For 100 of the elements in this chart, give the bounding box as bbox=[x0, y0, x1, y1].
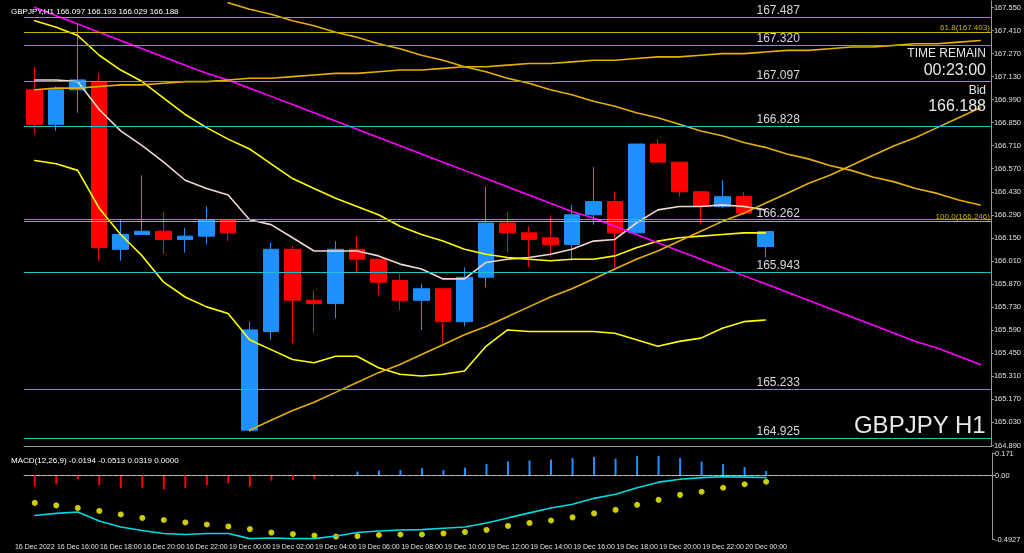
candlestick bbox=[134, 174, 150, 236]
ref-line-label: 166.828 bbox=[756, 111, 801, 126]
annotation: 166.188 bbox=[928, 96, 987, 114]
point bbox=[53, 502, 60, 509]
bar bbox=[399, 470, 402, 476]
candlestick bbox=[521, 225, 537, 268]
candlestick bbox=[327, 240, 344, 319]
candlestick bbox=[671, 161, 688, 198]
point bbox=[160, 516, 167, 523]
candlestick bbox=[370, 258, 387, 296]
annotation: 00:23:00 bbox=[923, 60, 987, 78]
point bbox=[203, 521, 210, 528]
point bbox=[74, 504, 81, 511]
point bbox=[246, 526, 253, 533]
point bbox=[483, 526, 490, 533]
ref-line-label: 167.320 bbox=[756, 31, 801, 46]
bar bbox=[205, 475, 208, 486]
ref-line-label: 61.8(167.403) bbox=[940, 22, 991, 32]
bar bbox=[679, 458, 682, 476]
bar bbox=[528, 460, 531, 476]
candlestick bbox=[628, 143, 645, 234]
point bbox=[117, 511, 124, 518]
point bbox=[548, 517, 555, 524]
point bbox=[569, 514, 576, 521]
candlestick bbox=[757, 230, 774, 259]
candlestick bbox=[435, 288, 451, 344]
bar bbox=[657, 455, 660, 476]
candlestick bbox=[284, 245, 301, 344]
point bbox=[31, 499, 38, 506]
bar bbox=[33, 475, 36, 487]
ref-line-label: 167.097 bbox=[756, 67, 801, 82]
point bbox=[698, 488, 705, 495]
bar bbox=[636, 455, 639, 476]
point bbox=[96, 507, 103, 514]
bar bbox=[463, 467, 466, 476]
candlestick bbox=[155, 210, 172, 255]
annotation: TIME REMAIN bbox=[907, 46, 986, 60]
bar bbox=[119, 475, 122, 489]
ref-line-label: 166.262 bbox=[756, 205, 801, 220]
point bbox=[461, 529, 468, 536]
bar bbox=[507, 461, 509, 476]
bar bbox=[743, 467, 746, 476]
candlestick bbox=[585, 166, 602, 226]
point bbox=[720, 484, 727, 491]
point bbox=[526, 519, 533, 526]
candlestick bbox=[263, 242, 279, 341]
bar bbox=[420, 468, 423, 476]
candlestick bbox=[456, 266, 473, 328]
bar bbox=[485, 464, 488, 476]
bar bbox=[248, 475, 251, 487]
candlestick bbox=[112, 219, 129, 262]
candlestick bbox=[478, 186, 494, 288]
candlestick bbox=[499, 210, 516, 254]
point bbox=[440, 530, 447, 537]
point bbox=[741, 481, 748, 488]
candlestick bbox=[392, 273, 408, 311]
candlestick bbox=[220, 219, 236, 242]
point bbox=[139, 514, 146, 521]
ref-line-label: 100.0(166.246) bbox=[935, 211, 991, 221]
bar bbox=[184, 475, 187, 489]
annotation: Bid bbox=[968, 83, 986, 97]
point bbox=[634, 501, 641, 508]
point bbox=[397, 531, 404, 538]
point bbox=[655, 496, 662, 503]
point bbox=[763, 478, 770, 485]
bar bbox=[593, 457, 596, 476]
candlestick bbox=[650, 138, 666, 163]
bar bbox=[571, 458, 574, 476]
point bbox=[225, 523, 232, 530]
candlestick bbox=[564, 204, 580, 262]
candlestick bbox=[91, 72, 107, 262]
bar bbox=[550, 459, 553, 476]
bar bbox=[291, 475, 294, 481]
bar bbox=[141, 475, 144, 489]
bar bbox=[227, 475, 230, 484]
bar bbox=[442, 470, 445, 476]
point bbox=[375, 532, 382, 539]
candlestick bbox=[48, 86, 64, 132]
point bbox=[289, 531, 296, 538]
candlestick bbox=[26, 66, 43, 135]
candlestick bbox=[413, 283, 430, 331]
candlestick bbox=[177, 227, 193, 254]
point bbox=[418, 531, 425, 538]
bar bbox=[700, 461, 703, 476]
ref-line-label: 167.487 bbox=[756, 3, 801, 18]
bar bbox=[722, 464, 725, 476]
candlestick bbox=[241, 321, 258, 433]
candlestick bbox=[306, 289, 322, 334]
bar bbox=[614, 458, 617, 476]
bar bbox=[98, 475, 101, 486]
point bbox=[182, 519, 189, 526]
point bbox=[268, 529, 275, 536]
bar bbox=[765, 471, 768, 476]
ref-line-label: 165.943 bbox=[756, 258, 801, 273]
ref-line-label: 165.233 bbox=[756, 375, 801, 390]
chart-title: MACD(12,26,9) -0.0194 -0.0513 0.0319 0.0000 bbox=[11, 455, 180, 465]
annotation: GBPJPY H1 bbox=[853, 410, 986, 438]
candlestick bbox=[542, 215, 559, 259]
ref-line-label: 164.925 bbox=[756, 424, 801, 439]
candlestick bbox=[198, 206, 215, 245]
